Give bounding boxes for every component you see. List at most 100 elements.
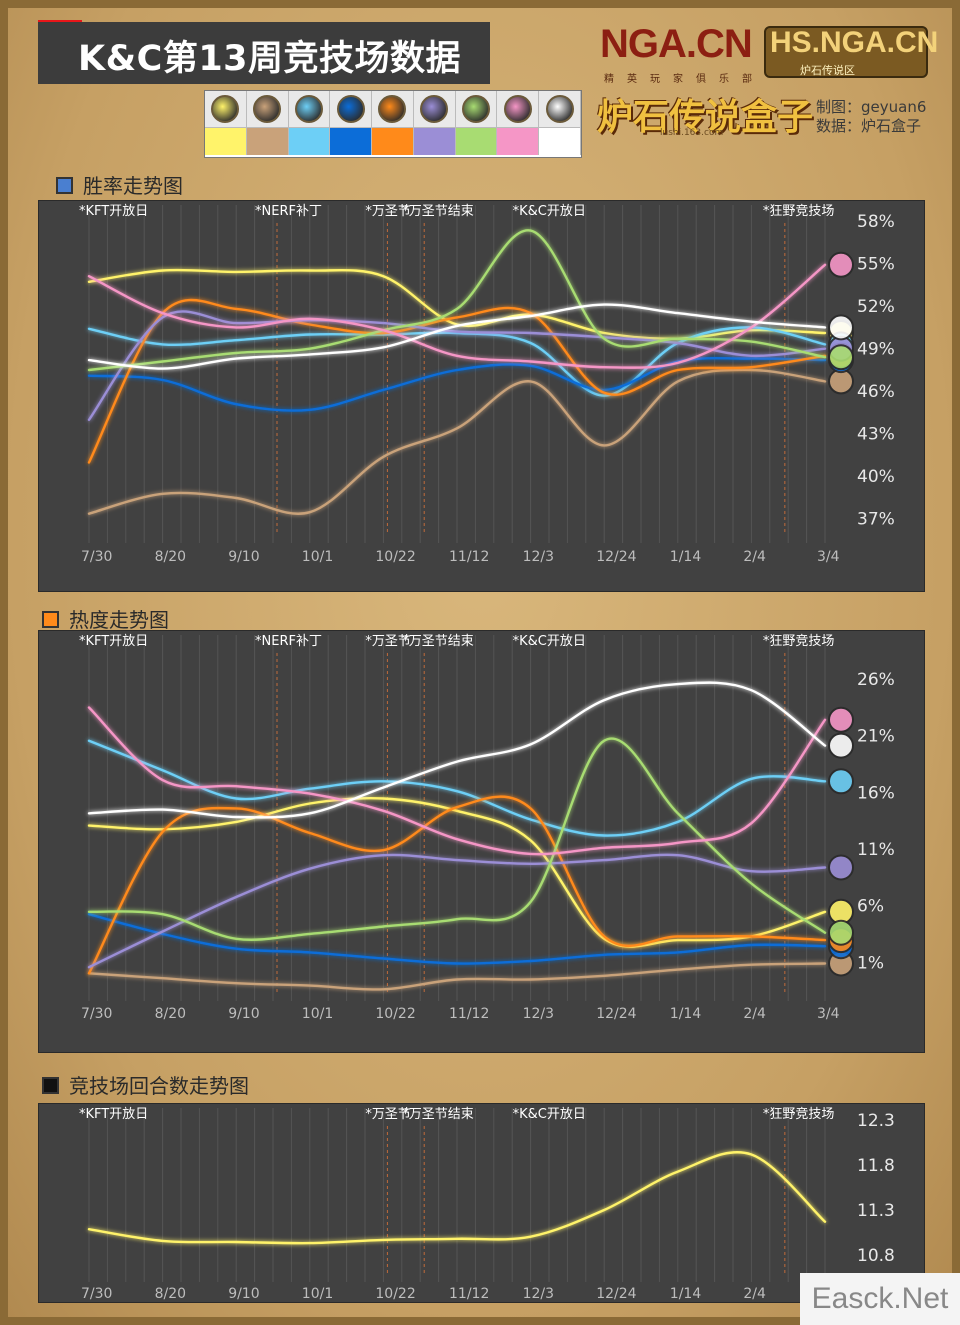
x-tick-label: 12/3	[523, 549, 554, 565]
event-annotation: *KFT开放日	[79, 1107, 148, 1122]
series-line-warlock	[87, 303, 827, 370]
y-tick-label: 52%	[857, 297, 895, 317]
series-line-rogue	[87, 368, 827, 515]
x-tick-label: 12/24	[596, 1286, 636, 1302]
y-tick-label: 11.8	[857, 1156, 895, 1176]
series-line-shaman	[87, 357, 827, 412]
event-annotation: *万圣节结束	[402, 204, 474, 219]
y-tick-label: 40%	[857, 467, 895, 487]
x-tick-label: 10/22	[375, 549, 415, 565]
x-tick-label: 1/14	[670, 549, 702, 565]
series-line-druid	[87, 796, 827, 948]
event-annotation: *万圣节	[365, 1107, 411, 1122]
y-tick-label: 49%	[857, 340, 895, 360]
legend-swatch	[539, 127, 581, 155]
legend-swatch	[205, 127, 247, 155]
y-tick-label: 16%	[857, 783, 895, 803]
series-line-warrior	[87, 298, 827, 464]
watermark: Easck.Net	[800, 1273, 960, 1325]
series-line-hunter	[87, 737, 827, 941]
hearthstone-box-url: lushi.163.com	[660, 128, 724, 138]
x-tick-label: 9/10	[228, 549, 259, 565]
priest-class-icon	[413, 91, 456, 127]
winrate-panel: 58% 55% 52% 49% 46% 43% 40% 37% 7/30 8/20 9/10 10/1…	[38, 200, 925, 592]
series-end-icon-mage	[828, 768, 854, 795]
event-annotation: *万圣节	[365, 204, 411, 219]
event-annotation: *KFT开放日	[79, 204, 148, 219]
credit-data: 数据：炉石盒子	[816, 117, 922, 135]
shaman-class-icon-glyph	[336, 95, 365, 123]
x-tick-label: 2/4	[743, 1286, 766, 1302]
y-tick-label: 1%	[857, 953, 884, 973]
series-line-druid	[87, 1151, 827, 1245]
section-popularity-label: 热度走势图	[69, 608, 169, 632]
nga-logo-subtitle: 精英玩家俱乐部	[604, 74, 765, 85]
x-tick-label: 2/4	[743, 1006, 766, 1022]
y-tick-label: 58%	[857, 212, 895, 232]
rounds-panel: 12.3 11.8 11.3 10.8 7/30 8/20 9/10 10/1 10/22 11/…	[38, 1103, 925, 1303]
y-tick-label: 6%	[857, 897, 884, 917]
x-tick-label: 8/20	[155, 1286, 186, 1302]
series-end-icon-paladin	[828, 706, 854, 733]
event-annotation: *K&C开放日	[513, 1107, 586, 1122]
x-tick-label: 11/12	[449, 1286, 489, 1302]
class-legend	[204, 90, 582, 158]
popularity-panel: 26% 21% 16% 11% 6% 1% 7/30 8/20 9/10 10/1 10/22 11/…	[38, 630, 925, 1053]
warlock-class-icon-glyph	[545, 95, 574, 123]
x-tick-label: 12/24	[596, 1006, 636, 1022]
series-line-warrior	[87, 795, 827, 975]
y-tick-label: 55%	[857, 255, 895, 275]
series-line-druid	[87, 268, 827, 340]
page-title: K&C第13周竞技场数据	[78, 39, 462, 79]
x-tick-label: 12/3	[523, 1006, 554, 1022]
event-annotation: *万圣节结束	[402, 1107, 474, 1122]
warlock-class-icon	[539, 91, 581, 127]
credit-maker: 制图：geyuan6	[816, 98, 927, 116]
y-tick-label: 37%	[857, 510, 895, 530]
legend-swatch	[246, 127, 289, 155]
rounds-chart: 12.3 11.8 11.3 10.8 7/30 8/20 9/10 10/1 10/22 11/…	[79, 1106, 895, 1302]
x-tick-label: 9/10	[228, 1006, 259, 1022]
winrate-chart: 58% 55% 52% 49% 46% 43% 40% 37% 7/30 8/20 9/10 10/1…	[79, 203, 895, 565]
popularity-chart: 26% 21% 16% 11% 6% 1% 7/30 8/20 9/10 10/1 10/22 11/…	[79, 633, 895, 1022]
warrior-class-icon	[372, 91, 414, 127]
series-end-icon-warlock	[828, 314, 854, 341]
x-tick-label: 11/12	[449, 1006, 489, 1022]
x-tick-label: 10/1	[302, 1006, 333, 1022]
series-line-mage	[87, 739, 827, 837]
event-annotation: *K&C开放日	[513, 204, 586, 219]
y-tick-label: 21%	[857, 727, 895, 747]
legend-swatch	[455, 127, 498, 155]
event-annotation: *狂野竞技场	[763, 633, 835, 649]
series-end-icon-paladin	[828, 251, 854, 278]
y-tick-label: 11%	[857, 840, 895, 860]
event-annotation: *K&C开放日	[513, 634, 586, 649]
legend-swatch	[330, 127, 373, 155]
hs-logo-badge	[764, 26, 928, 78]
legend-swatch	[497, 127, 540, 155]
hs-logo: HS.NGA.CN	[770, 26, 939, 59]
series-line-paladin	[87, 706, 827, 856]
section-winrate-label: 胜率走势图	[83, 174, 183, 198]
x-tick-label: 12/24	[596, 549, 636, 565]
event-annotation: *狂野竞技场	[763, 1106, 835, 1122]
series-end-icon-priest	[828, 854, 854, 881]
x-tick-label: 9/10	[228, 1286, 259, 1302]
legend-swatch	[413, 127, 456, 155]
x-tick-label: 7/30	[81, 1286, 112, 1302]
legend-swatch	[372, 127, 414, 155]
druid-class-icon	[205, 91, 247, 127]
series-end-icon-hunter	[828, 344, 854, 371]
x-tick-label: 10/1	[302, 549, 333, 565]
grid	[88, 205, 826, 543]
x-tick-label: 1/14	[670, 1006, 702, 1022]
priest-class-icon-glyph	[420, 95, 449, 123]
series-line-shaman	[87, 913, 827, 965]
section-rounds-label: 竞技场回合数走势图	[69, 1074, 249, 1098]
title-bar	[38, 22, 490, 84]
druid-class-icon-glyph	[211, 95, 240, 123]
grid	[88, 1108, 826, 1282]
y-tick-label: 12.3	[857, 1111, 895, 1131]
hearthstone-box-logo: 炉石传说盒子	[597, 96, 814, 138]
event-annotation: *万圣节	[365, 634, 411, 649]
